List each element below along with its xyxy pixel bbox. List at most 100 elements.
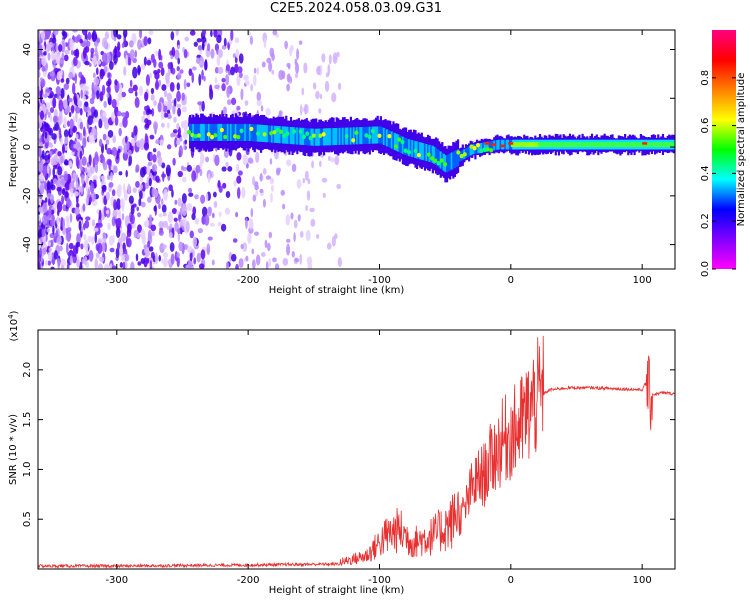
noise-cell xyxy=(173,116,177,123)
noise-cell xyxy=(203,75,206,82)
noise-cell xyxy=(61,40,66,53)
noise-cell xyxy=(170,253,175,265)
noise-cell xyxy=(309,207,315,213)
signal-core-bright xyxy=(638,142,641,148)
noise-cell xyxy=(67,120,70,127)
signal-core-bright xyxy=(536,142,539,148)
noise-cell xyxy=(252,259,256,269)
noise-cell xyxy=(225,161,229,167)
signal-core-bright xyxy=(556,142,559,148)
noise-cell xyxy=(117,148,121,154)
signal-core-bright xyxy=(611,142,614,148)
signal-spot xyxy=(443,162,448,167)
noise-cell xyxy=(91,91,96,100)
signal-spot xyxy=(430,156,435,161)
noise-cell xyxy=(278,110,283,117)
signal-core-bright xyxy=(548,142,551,148)
noise-cell xyxy=(50,266,55,269)
noise-cell xyxy=(211,259,215,266)
noise-cell xyxy=(101,175,106,180)
noise-cell xyxy=(43,51,47,56)
signal-core xyxy=(389,130,392,148)
noise-cell xyxy=(107,222,111,231)
noise-cell xyxy=(218,211,222,217)
signal-core xyxy=(455,149,458,167)
y-tick-label: 20 xyxy=(22,92,33,105)
noise-cell xyxy=(186,82,191,87)
signal-core xyxy=(398,135,401,153)
signal-spot xyxy=(210,134,215,140)
noise-cell xyxy=(241,186,246,199)
noise-cell xyxy=(51,214,55,222)
noise-cell xyxy=(255,151,260,164)
signal-core xyxy=(220,123,223,141)
signal-core xyxy=(334,128,337,146)
noise-cell xyxy=(50,179,54,190)
noise-cell xyxy=(261,61,266,68)
noise-cell xyxy=(119,198,125,209)
signal-core xyxy=(496,139,499,150)
noise-cell xyxy=(168,184,173,192)
noise-cell xyxy=(122,151,129,161)
noise-cell xyxy=(143,142,150,151)
noise-cell xyxy=(97,242,103,254)
noise-cell xyxy=(259,172,263,182)
noise-cell xyxy=(85,216,91,221)
noise-cell xyxy=(282,203,286,210)
noise-cell xyxy=(84,85,90,91)
noise-cell xyxy=(114,45,117,57)
noise-cell xyxy=(327,64,331,76)
noise-cell xyxy=(124,110,130,119)
noise-cell xyxy=(174,137,178,148)
noise-cell xyxy=(143,220,150,228)
noise-cell xyxy=(162,212,167,217)
noise-cell xyxy=(58,99,64,112)
noise-cell xyxy=(84,220,90,229)
noise-cell xyxy=(290,212,294,220)
signal-core xyxy=(436,149,439,167)
signal-core-bright xyxy=(526,142,529,148)
noise-cell xyxy=(236,105,241,111)
noise-cell xyxy=(166,144,172,150)
noise-cell xyxy=(205,156,210,163)
signal-core-bright xyxy=(581,142,584,148)
noise-cell xyxy=(176,139,181,146)
noise-cell xyxy=(135,180,140,188)
noise-cell xyxy=(293,219,298,229)
noise-cell xyxy=(154,72,160,80)
noise-cell xyxy=(234,63,239,74)
signal-core xyxy=(450,152,453,170)
noise-cell xyxy=(103,65,108,73)
noise-cell xyxy=(79,83,86,90)
noise-cell xyxy=(38,162,43,173)
signal-core-bright xyxy=(520,142,523,148)
noise-cell xyxy=(148,214,153,226)
noise-cell xyxy=(167,211,173,224)
noise-cell xyxy=(127,223,132,233)
signal-core-bright xyxy=(589,142,592,148)
signal-spot xyxy=(387,133,392,139)
signal-core xyxy=(393,133,397,151)
signal-spot xyxy=(475,142,480,148)
noise-cell xyxy=(132,66,138,79)
noise-cell xyxy=(105,191,110,201)
signal-core-bright xyxy=(652,142,655,148)
noise-cell xyxy=(206,43,211,52)
noise-cell xyxy=(161,162,166,169)
noise-cell xyxy=(61,144,66,154)
noise-cell xyxy=(115,227,121,238)
noise-cell xyxy=(202,30,207,36)
signal-core xyxy=(315,128,318,146)
noise-cell xyxy=(120,112,127,117)
noise-cell xyxy=(75,140,81,151)
noise-cell xyxy=(221,166,227,172)
signal-core xyxy=(371,126,375,144)
noise-cell xyxy=(80,243,84,250)
signal-core-bright xyxy=(516,142,519,148)
noise-cell xyxy=(240,88,244,101)
signal-core xyxy=(234,123,237,141)
signal-core-bright xyxy=(666,142,669,148)
signal-core-bright xyxy=(621,142,624,148)
noise-cell xyxy=(68,242,74,250)
